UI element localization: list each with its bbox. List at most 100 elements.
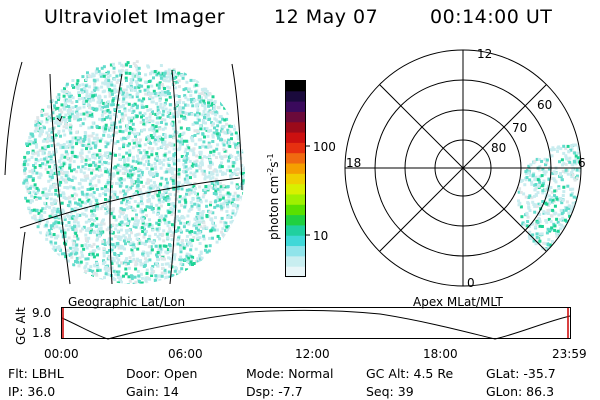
emission-pixel — [235, 185, 238, 189]
emission-pixel — [213, 117, 217, 121]
emission-pixel — [59, 143, 63, 147]
emission-pixel — [171, 179, 175, 183]
emission-pixel — [120, 112, 124, 116]
emission-pixel — [187, 146, 191, 150]
emission-pixel — [155, 261, 159, 265]
emission-pixel — [138, 89, 142, 93]
emission-pixel — [85, 155, 89, 159]
emission-pixel — [39, 165, 43, 169]
emission-pixel — [120, 246, 124, 250]
emission-pixel — [207, 214, 211, 218]
emission-pixel — [193, 187, 197, 190]
emission-pixel — [127, 187, 131, 191]
emission-pixel — [139, 195, 143, 199]
emission-pixel — [149, 179, 153, 183]
emission-pixel — [68, 246, 72, 250]
emission-pixel — [97, 165, 101, 169]
emission-pixel — [178, 120, 181, 124]
emission-pixel — [78, 83, 82, 87]
emission-pixel — [226, 185, 230, 189]
emission-pixel — [162, 158, 166, 162]
emission-pixel — [68, 115, 72, 119]
polar-emission-pixel — [530, 182, 534, 186]
emission-pixel — [156, 257, 160, 261]
emission-pixel — [121, 130, 125, 134]
emission-pixel — [153, 278, 157, 282]
emission-pixel — [129, 175, 133, 179]
emission-pixel — [35, 186, 39, 190]
polar-emission-pixel — [568, 214, 572, 218]
emission-pixel — [142, 241, 146, 245]
emission-pixel — [79, 260, 83, 264]
emission-pixel — [127, 108, 131, 112]
polar-emission-pixel — [572, 176, 576, 180]
emission-pixel — [93, 156, 97, 160]
emission-pixel — [102, 74, 106, 78]
polar-emission-pixel — [578, 160, 581, 164]
emission-pixel — [161, 200, 165, 204]
emission-pixel — [22, 181, 26, 185]
emission-pixel — [198, 254, 202, 257]
emission-pixel — [133, 166, 137, 170]
uv-emission-speckles — [21, 60, 245, 284]
emission-pixel — [49, 186, 52, 190]
polar-emission-pixel — [572, 143, 576, 147]
emission-pixel — [204, 248, 207, 252]
emission-pixel — [228, 124, 232, 128]
polar-emission-pixel — [573, 151, 577, 155]
emission-pixel — [23, 172, 27, 176]
emission-pixel — [226, 191, 230, 195]
emission-pixel — [106, 273, 110, 277]
emission-pixel — [24, 159, 28, 163]
emission-pixel — [147, 245, 151, 249]
emission-pixel — [150, 271, 154, 275]
emission-pixel — [167, 270, 171, 274]
emission-pixel — [99, 74, 103, 78]
emission-pixel — [196, 111, 199, 115]
emission-pixel — [226, 203, 229, 207]
emission-pixel — [83, 193, 87, 197]
emission-pixel — [113, 87, 117, 91]
emission-pixel — [183, 150, 187, 154]
emission-pixel — [109, 185, 113, 189]
emission-pixel — [239, 195, 243, 199]
emission-pixel — [207, 175, 211, 179]
emission-pixel — [163, 135, 167, 139]
emission-pixel — [205, 127, 209, 131]
emission-pixel — [192, 235, 196, 239]
emission-pixel — [59, 108, 63, 112]
emission-pixel — [174, 230, 178, 233]
emission-pixel — [196, 192, 199, 196]
emission-pixel — [195, 232, 199, 236]
emission-pixel — [137, 77, 141, 81]
emission-pixel — [162, 239, 166, 243]
polar-emission-pixel — [522, 192, 526, 196]
emission-pixel — [233, 191, 237, 195]
emission-pixel — [172, 225, 176, 229]
emission-pixel — [219, 185, 223, 189]
emission-pixel — [85, 195, 89, 199]
emission-pixel — [151, 172, 155, 176]
emission-pixel — [45, 237, 49, 241]
emission-pixel — [70, 255, 74, 259]
emission-pixel — [135, 60, 139, 64]
emission-pixel — [186, 98, 190, 102]
emission-pixel — [104, 272, 108, 276]
emission-pixel — [199, 152, 203, 156]
emission-pixel — [177, 85, 181, 89]
emission-pixel — [79, 117, 83, 121]
emission-pixel — [139, 282, 143, 284]
emission-pixel — [165, 71, 169, 75]
emission-pixel — [148, 112, 152, 116]
emission-pixel — [101, 81, 105, 85]
emission-pixel — [36, 150, 40, 154]
polar-emission-pixel — [548, 208, 552, 212]
emission-pixel — [114, 96, 117, 100]
emission-pixel — [204, 185, 208, 188]
emission-pixel — [175, 197, 179, 201]
emission-pixel — [181, 239, 185, 242]
emission-pixel — [91, 252, 95, 256]
emission-pixel — [154, 142, 158, 146]
emission-pixel — [56, 142, 60, 146]
emission-pixel — [178, 101, 182, 105]
